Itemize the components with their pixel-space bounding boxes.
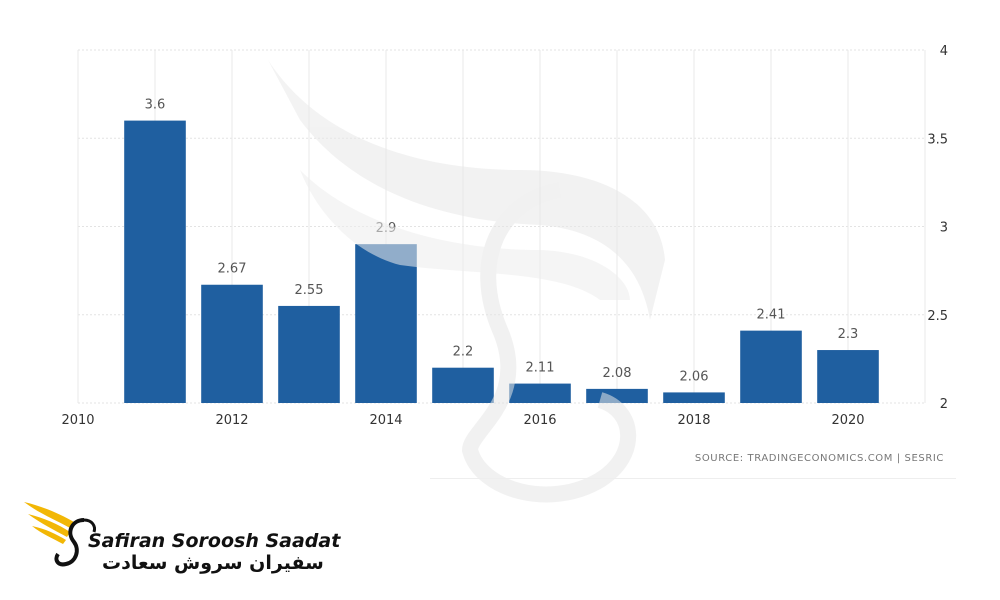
x-tick-label: 2020 (831, 413, 864, 428)
brand-name-persian: سفیران سروش سعادت (102, 552, 324, 574)
y-tick-label: 2.5 (927, 309, 948, 324)
data-label: 2.08 (603, 366, 632, 381)
y-tick-label: 3 (940, 221, 948, 236)
winged-s-logo-icon (24, 502, 96, 567)
y-tick-label: 2 (940, 397, 948, 412)
y-tick-label: 4 (940, 44, 948, 59)
x-tick-label: 2010 (61, 413, 94, 428)
bar (278, 305, 340, 403)
brand-name-english: Safiran Soroosh Saadat (88, 530, 341, 552)
bar (432, 367, 494, 403)
x-tick-label: 2012 (215, 413, 248, 428)
data-label: 3.6 (145, 98, 166, 113)
bars (124, 120, 879, 403)
bar (740, 330, 802, 403)
data-label: 2.06 (680, 369, 709, 384)
data-label: 2.55 (295, 283, 324, 298)
y-axis: 2 2.5 3 3.5 4 (927, 44, 948, 412)
data-label: 2.67 (218, 262, 247, 277)
data-label: 2.2 (453, 345, 474, 360)
y-tick-label: 3.5 (927, 132, 948, 147)
bar (355, 244, 417, 403)
x-tick-label: 2014 (369, 413, 402, 428)
bar (663, 392, 725, 403)
watermark (268, 60, 665, 503)
data-label: 2.3 (838, 327, 859, 342)
x-tick-label: 2018 (677, 413, 710, 428)
bar (509, 383, 571, 403)
data-label: 2.41 (757, 308, 786, 323)
data-labels: 3.62.672.552.92.22.112.082.062.412.3 (145, 98, 859, 385)
brand-logo: Safiran Soroosh Saadat سفیران سروش سعادت (22, 492, 340, 582)
x-axis: 2010 2012 2014 2016 2018 2020 (61, 413, 864, 428)
source-attribution: SOURCE: TRADINGECONOMICS.COM | SESRIC (694, 453, 944, 464)
bar (124, 120, 186, 403)
divider (430, 478, 956, 479)
x-tick-label: 2016 (523, 413, 556, 428)
data-label: 2.11 (526, 361, 555, 376)
bar (201, 284, 263, 403)
bar (817, 350, 879, 403)
